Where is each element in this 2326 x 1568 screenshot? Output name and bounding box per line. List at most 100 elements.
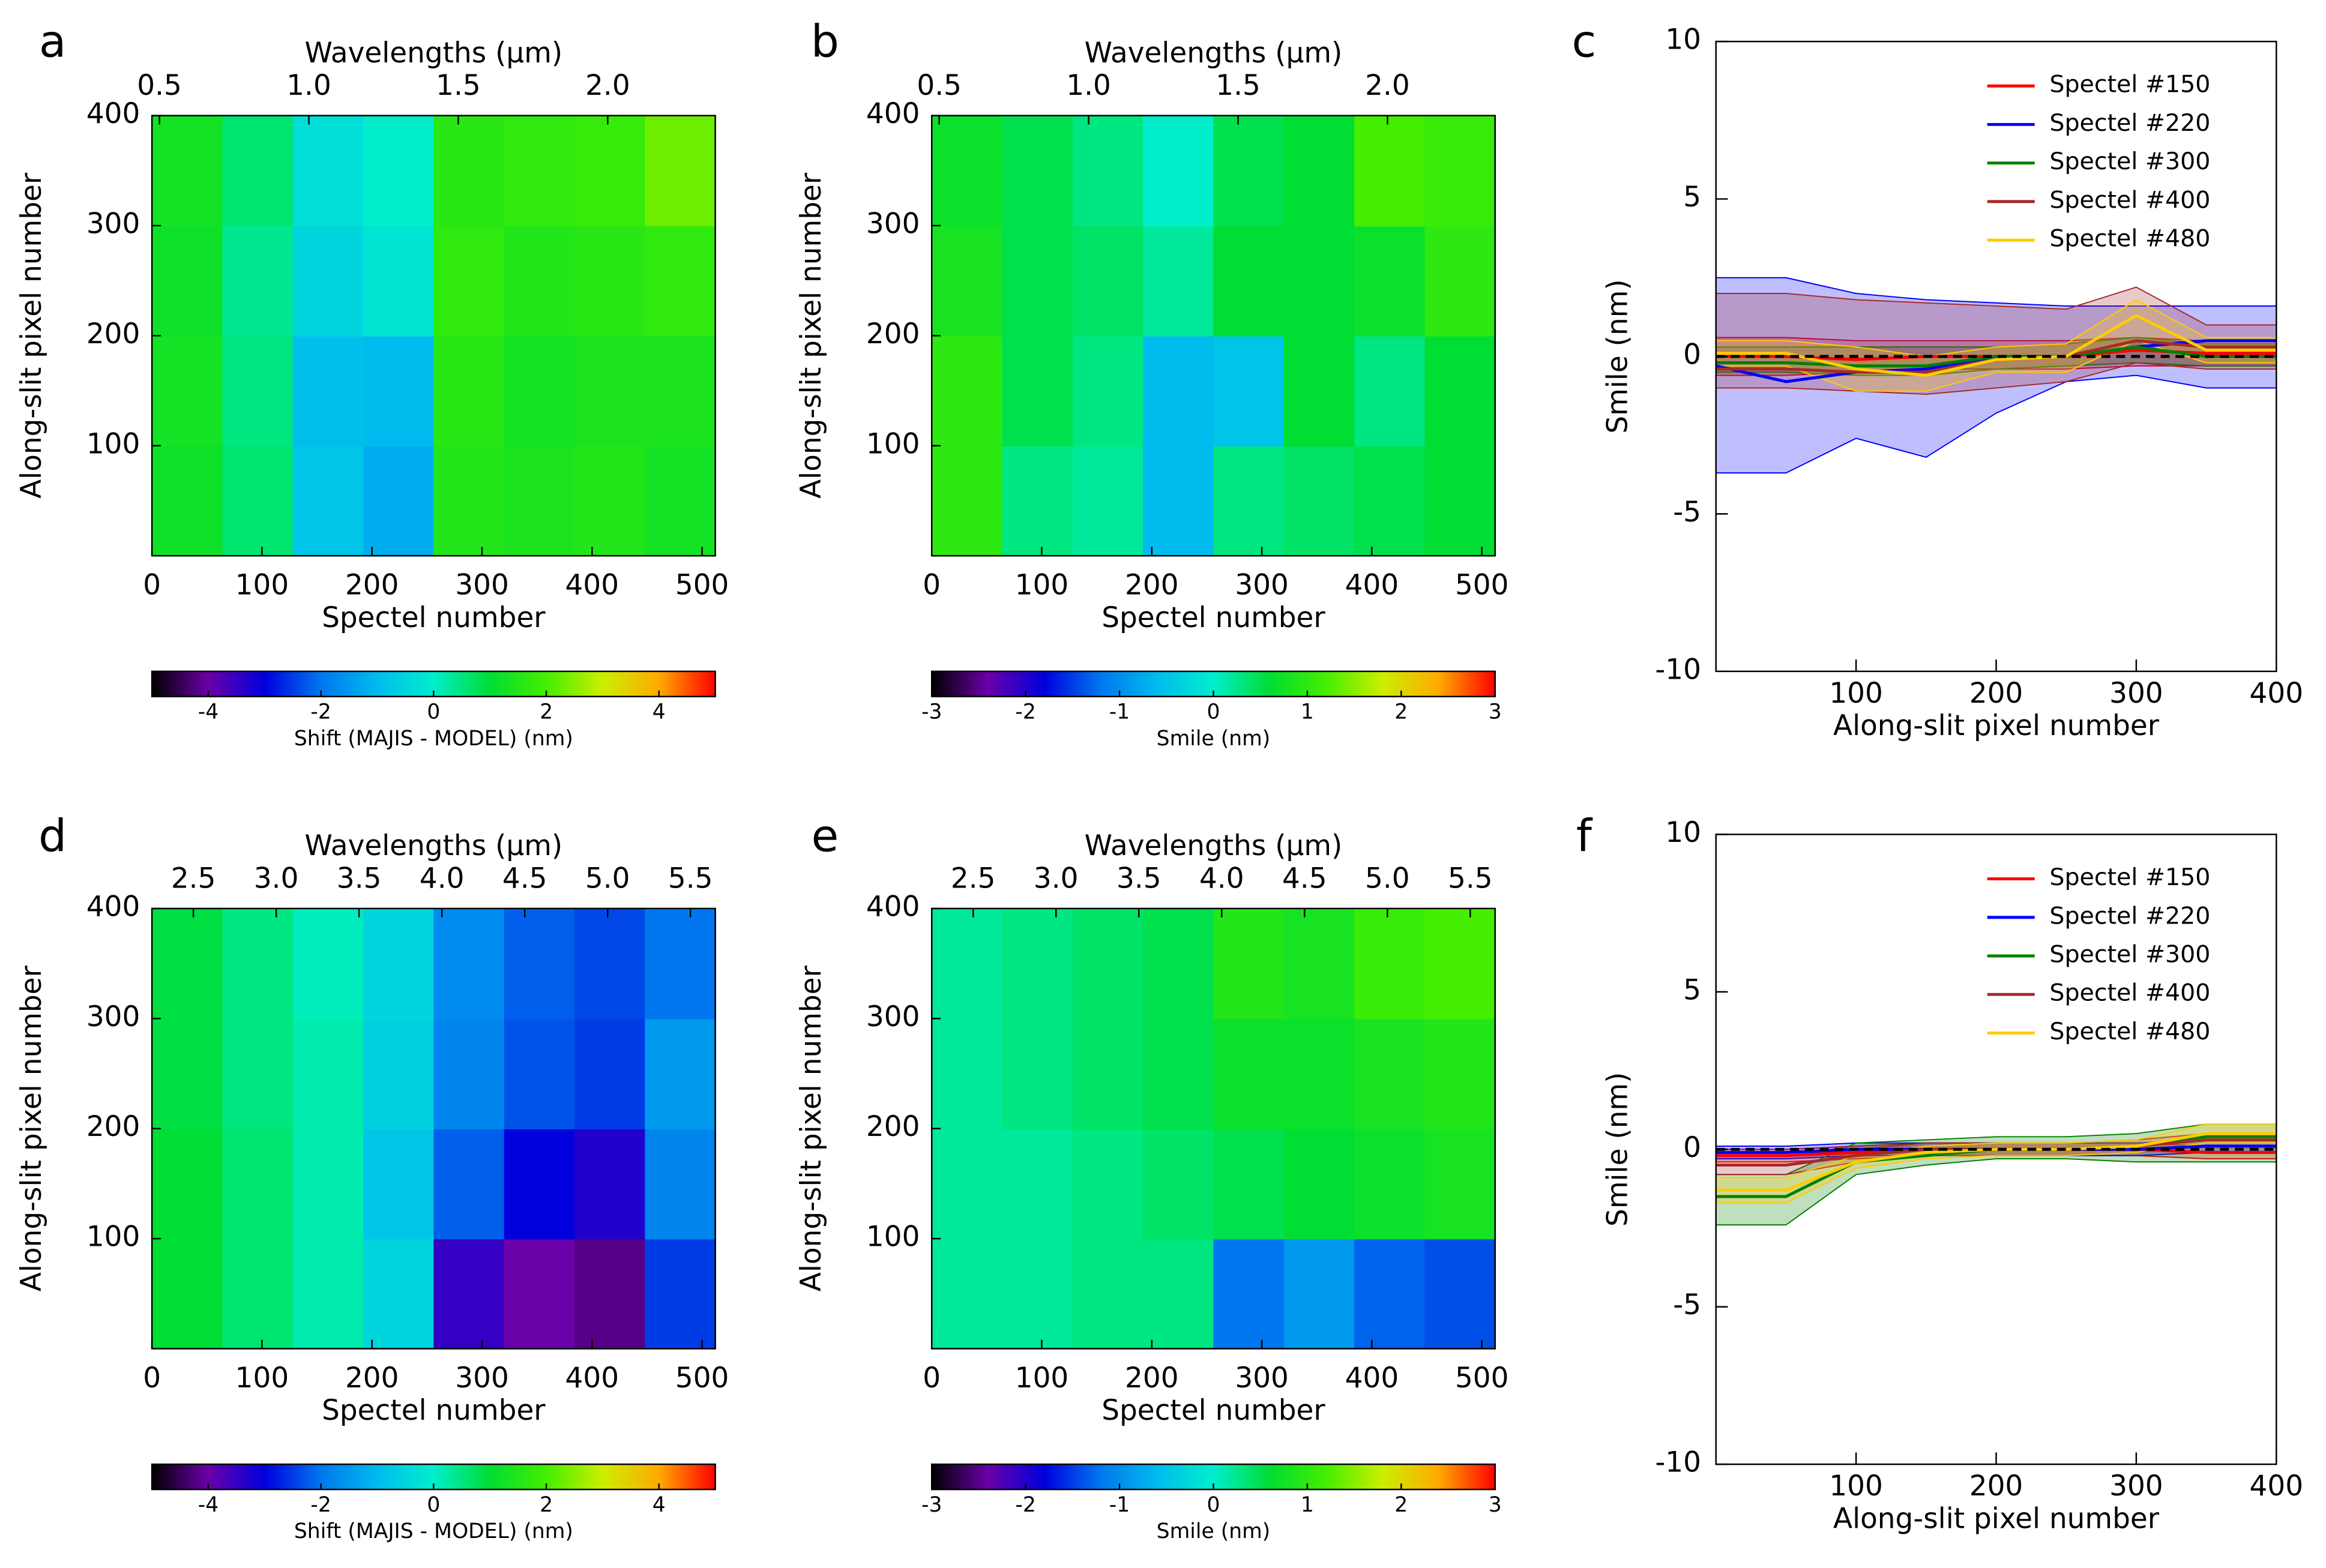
heatmap-cell bbox=[645, 1239, 716, 1350]
y-tick-label: 100 bbox=[86, 427, 140, 460]
heatmap-cell bbox=[1143, 445, 1214, 557]
heatmap-cell bbox=[1283, 115, 1355, 227]
y-tick-label: 0 bbox=[1683, 338, 1701, 371]
colorbar-tick-label: 2 bbox=[1394, 700, 1408, 724]
heatmap-cell bbox=[1283, 1239, 1355, 1350]
colorbar-tick-label: 4 bbox=[652, 1493, 666, 1517]
heatmap-cell bbox=[932, 1018, 1003, 1129]
y-tick-label: 200 bbox=[86, 1110, 140, 1143]
x-tick-label: 400 bbox=[2250, 1470, 2304, 1503]
heatmap-cell bbox=[932, 445, 1003, 557]
x2-tick-label: 2.5 bbox=[171, 862, 216, 895]
heatmap-cell bbox=[1283, 1018, 1355, 1129]
heatmap-cell bbox=[433, 1018, 505, 1129]
heatmap-cell bbox=[1283, 445, 1355, 557]
heatmap-cell bbox=[1213, 115, 1285, 227]
heatmap-cell bbox=[152, 335, 223, 447]
heatmap-cell bbox=[152, 115, 223, 227]
heatmap-cell bbox=[504, 1128, 576, 1240]
heatmap-cell bbox=[574, 908, 646, 1020]
heatmap-cell bbox=[645, 226, 716, 337]
y-tick-label: -5 bbox=[1673, 496, 1701, 529]
y-tick-label: 10 bbox=[1665, 23, 1701, 56]
x-tick-label: 200 bbox=[1125, 569, 1179, 602]
heatmap-cell bbox=[1002, 335, 1074, 447]
heatmap-cell bbox=[932, 115, 1003, 227]
colorbar-label: Smile (nm) bbox=[1157, 727, 1271, 751]
x-tick-label: 100 bbox=[235, 1362, 289, 1395]
x-tick-label: 300 bbox=[455, 569, 509, 602]
colorbar-tick-label: -4 bbox=[198, 700, 218, 724]
x-tick-label: 400 bbox=[1345, 1362, 1399, 1395]
heatmap-cell bbox=[1213, 335, 1285, 447]
y-tick-label: 0 bbox=[1683, 1131, 1701, 1164]
colorbar-tick-label: 2 bbox=[1394, 1493, 1408, 1517]
heatmap-cell bbox=[1213, 1018, 1285, 1129]
x-tick-label: 500 bbox=[675, 569, 729, 602]
x-tick-label: 400 bbox=[2250, 677, 2304, 710]
x-tick-label: 100 bbox=[1015, 569, 1069, 602]
heatmap-cell bbox=[363, 1018, 435, 1129]
heatmap-cell bbox=[1072, 226, 1144, 337]
x2-axis-label: Wavelengths (μm) bbox=[1085, 829, 1343, 862]
heatmap-cell bbox=[1072, 115, 1144, 227]
legend-label: Spectel #220 bbox=[2049, 902, 2210, 930]
x-tick-label: 300 bbox=[2109, 677, 2163, 710]
x-tick-label: 0 bbox=[923, 1362, 941, 1395]
heatmap-cell bbox=[574, 115, 646, 227]
heatmap-cell bbox=[222, 1018, 294, 1129]
heatmap-cell bbox=[932, 908, 1003, 1020]
y-tick-label: -10 bbox=[1655, 1446, 1701, 1479]
heatmap-cell bbox=[222, 908, 294, 1020]
colorbar-tick-label: 4 bbox=[652, 700, 666, 724]
y-tick-label: 400 bbox=[86, 97, 140, 130]
heatmap-cell bbox=[152, 226, 223, 337]
colorbar-tick-label: -1 bbox=[1109, 700, 1130, 724]
heatmap-cell bbox=[1283, 1128, 1355, 1240]
series-line bbox=[1716, 313, 2277, 377]
x2-tick-label: 0.5 bbox=[137, 69, 182, 102]
colorbar-label: Shift (MAJIS - MODEL) (nm) bbox=[294, 727, 573, 751]
heatmap-cell bbox=[574, 335, 646, 447]
heatmap-cell bbox=[504, 226, 576, 337]
heatmap-cell bbox=[932, 335, 1003, 447]
x-tick-label: 200 bbox=[345, 1362, 399, 1395]
heatmap-cell bbox=[645, 1128, 716, 1240]
heatmap-cell bbox=[1072, 445, 1144, 557]
heatmap-cell bbox=[1424, 1018, 1496, 1129]
x-tick-label: 300 bbox=[2109, 1470, 2163, 1503]
y-tick-label: 400 bbox=[866, 890, 920, 923]
heatmap-cell bbox=[292, 335, 364, 447]
x2-tick-label: 5.5 bbox=[668, 862, 713, 895]
heatmap-cell bbox=[363, 908, 435, 1020]
x-tick-label: 400 bbox=[565, 569, 619, 602]
panel-letter: e bbox=[812, 810, 839, 862]
series-line bbox=[1716, 1132, 2277, 1192]
panel-letter: a bbox=[39, 16, 66, 68]
colorbar-tick-label: -2 bbox=[1015, 700, 1035, 724]
x2-tick-label: 4.5 bbox=[1282, 862, 1327, 895]
heatmap-cell bbox=[433, 1239, 505, 1350]
y-axis-label: Smile (nm) bbox=[1601, 1072, 1635, 1227]
heatmap-cell bbox=[1354, 445, 1426, 557]
colorbar-tick-label: 3 bbox=[1489, 1493, 1502, 1517]
heatmap-cell bbox=[292, 226, 364, 337]
heatmap-cell bbox=[433, 445, 505, 557]
colorbar-tick-label: -2 bbox=[1015, 1493, 1035, 1517]
legend-label: Spectel #400 bbox=[2049, 186, 2210, 214]
colorbar-tick-label: 2 bbox=[540, 1493, 553, 1517]
colorbar-tick-label: -1 bbox=[1109, 1493, 1130, 1517]
panel-letter: b bbox=[811, 16, 839, 68]
y-tick-label: -5 bbox=[1673, 1288, 1701, 1321]
legend-label: Spectel #300 bbox=[2049, 940, 2210, 968]
y-axis-label: Along-slit pixel number bbox=[795, 965, 828, 1291]
heatmap-cell bbox=[1002, 226, 1074, 337]
y-tick-label: 100 bbox=[86, 1221, 140, 1254]
x-tick-label: 100 bbox=[235, 569, 289, 602]
colorbar-tick-label: 1 bbox=[1301, 1493, 1314, 1517]
x2-axis-label: Wavelengths (μm) bbox=[305, 829, 563, 862]
panel-letter: c bbox=[1572, 16, 1597, 68]
colorbar-tick-label: -3 bbox=[921, 1493, 942, 1517]
x2-tick-label: 3.5 bbox=[1116, 862, 1161, 895]
x2-tick-label: 5.0 bbox=[585, 862, 630, 895]
